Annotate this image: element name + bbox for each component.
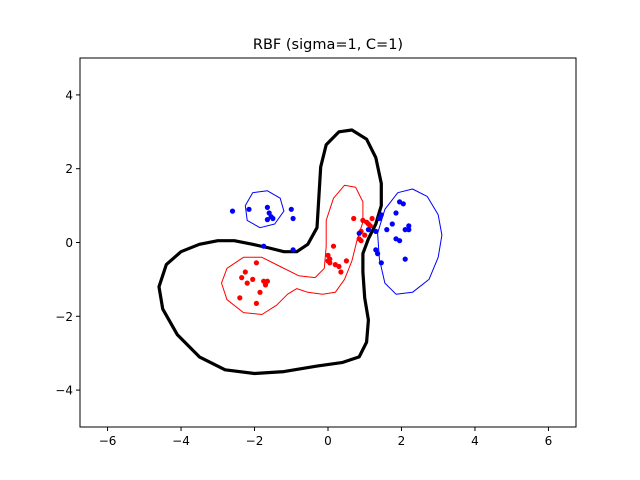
scatter-point bbox=[290, 215, 296, 222]
scatter-point bbox=[397, 238, 403, 244]
x-tick-label: −4 bbox=[172, 434, 190, 448]
scatter-point bbox=[330, 243, 337, 249]
scatter-point bbox=[242, 269, 248, 275]
scatter-point bbox=[358, 238, 364, 244]
scatter-point bbox=[264, 204, 270, 210]
scatter-point bbox=[365, 227, 371, 233]
scatter-point bbox=[373, 228, 379, 234]
scatter-point bbox=[356, 230, 362, 236]
y-tick-label: −2 bbox=[55, 310, 73, 324]
x-tick-label: −6 bbox=[99, 434, 117, 448]
scatter-point bbox=[270, 215, 276, 222]
scatter-point bbox=[264, 217, 270, 223]
plot-area bbox=[79, 57, 577, 428]
scatter-point bbox=[290, 247, 296, 253]
contour-lines bbox=[157, 128, 443, 376]
scatter-point bbox=[261, 243, 267, 249]
scatter-point bbox=[400, 201, 406, 207]
x-tick-label: 4 bbox=[471, 434, 479, 448]
scatter-point bbox=[378, 260, 384, 266]
scatter-point bbox=[402, 256, 408, 262]
scatter-point bbox=[336, 263, 342, 270]
scatter-point bbox=[406, 223, 412, 229]
scatter-point bbox=[406, 227, 412, 233]
scatter-point bbox=[384, 227, 390, 233]
y-axis: −4 −2 0 2 4 bbox=[55, 88, 80, 398]
chart-title: RBF (sigma=1, C=1) bbox=[253, 37, 403, 53]
scatter-point bbox=[264, 278, 270, 284]
scatter-point bbox=[244, 280, 250, 286]
scatter-point bbox=[250, 276, 256, 282]
scatter-point bbox=[239, 275, 245, 281]
x-tick-label: 2 bbox=[398, 434, 406, 448]
scatter-point bbox=[351, 215, 357, 222]
y-tick-label: −4 bbox=[55, 384, 73, 398]
scatter-point bbox=[257, 289, 263, 295]
y-tick-label: 2 bbox=[65, 162, 73, 176]
x-tick-label: 6 bbox=[545, 434, 553, 448]
scatter-point bbox=[253, 260, 259, 266]
x-tick-label: 0 bbox=[324, 434, 332, 448]
margin-contour bbox=[377, 188, 443, 295]
decision-boundary-contour bbox=[157, 128, 383, 376]
scatter-point bbox=[288, 206, 294, 212]
y-tick-label: 0 bbox=[65, 236, 73, 250]
axes-background bbox=[80, 58, 576, 427]
scatter-point bbox=[378, 212, 384, 218]
scatter-point bbox=[327, 260, 333, 266]
scatter-point bbox=[402, 227, 408, 233]
scatter-point bbox=[253, 300, 259, 306]
scatter-point bbox=[375, 251, 381, 257]
x-axis: −6 −4 −2 0 2 4 6 bbox=[99, 427, 553, 448]
scatter-point bbox=[237, 295, 243, 301]
scatter-point bbox=[369, 215, 375, 222]
scatter-points bbox=[229, 199, 412, 306]
scatter-point bbox=[343, 258, 349, 264]
scatter-point bbox=[362, 232, 368, 238]
scatter-point bbox=[365, 221, 371, 227]
x-tick-label: −2 bbox=[246, 434, 264, 448]
margin-contour bbox=[221, 184, 364, 315]
scatter-point bbox=[389, 221, 395, 227]
scatter-point bbox=[229, 208, 236, 214]
margin-contour bbox=[244, 190, 285, 229]
scatter-point bbox=[393, 210, 399, 216]
y-tick-label: 4 bbox=[65, 88, 73, 102]
scatter-point bbox=[246, 206, 252, 212]
scatter-point bbox=[338, 269, 344, 275]
